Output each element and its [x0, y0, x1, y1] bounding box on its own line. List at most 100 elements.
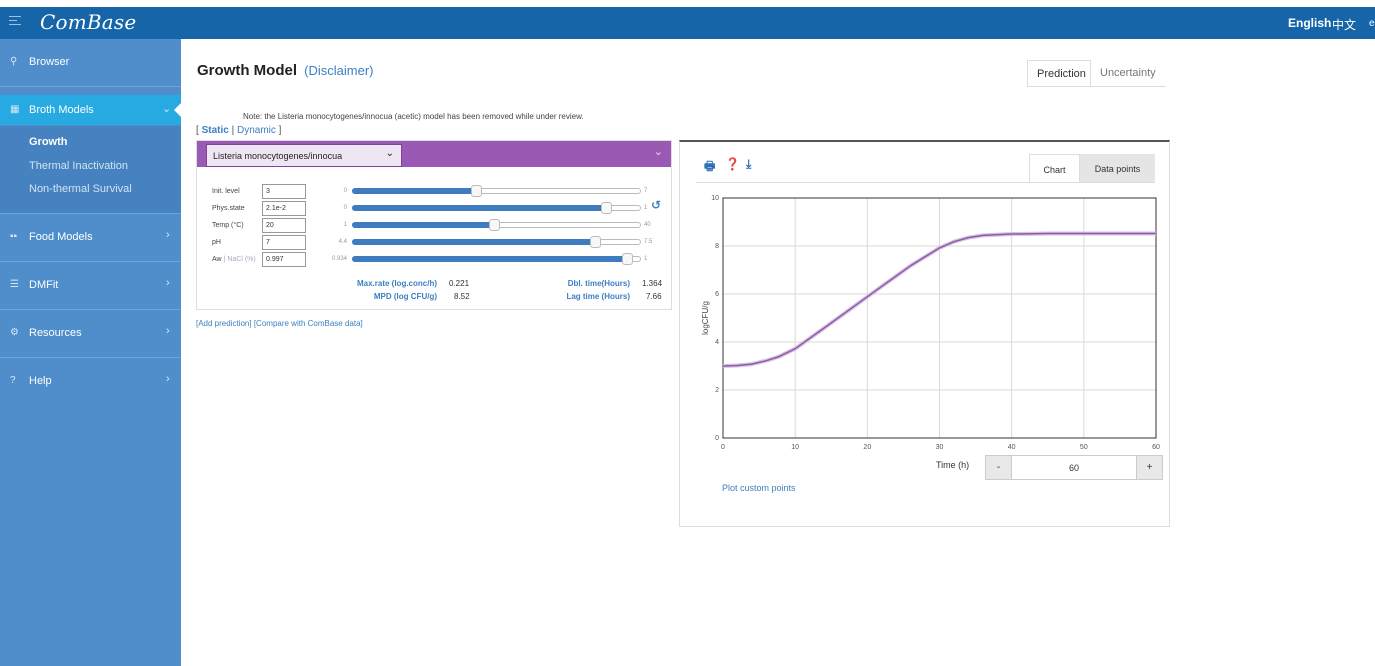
grid-icon: ▦ — [10, 104, 20, 115]
param-label-aw: Aw | NaCl (%) — [212, 256, 256, 263]
mpd-value: 8.52 — [454, 292, 470, 301]
disclaimer-link[interactable]: (Disclaimer) — [304, 63, 374, 78]
sidebar-item-food-models[interactable]: ▪▪ Food Models › — [0, 214, 181, 260]
organism-select[interactable]: Listeria monocytogenes/innocua ⌄ — [206, 144, 402, 167]
max-rate-label: Max.rate (log.conc/h) — [356, 279, 437, 288]
organism-select-value: Listeria monocytogenes/innocua — [213, 151, 343, 161]
model-panel-header: Listeria monocytogenes/innocua ⌄ ⌄ — [197, 141, 671, 167]
param-slider-aw[interactable] — [352, 253, 641, 265]
page-title-text: Growth Model — [197, 62, 297, 79]
sidebar-item-dmfit[interactable]: ☰ DMFit › — [0, 262, 181, 308]
tab-uncertainty[interactable]: Uncertainty — [1100, 67, 1156, 79]
param-input-ph[interactable]: 7 — [262, 235, 306, 250]
main-content: Growth Model (Disclaimer) Prediction Unc… — [181, 39, 1375, 666]
sidebar-item-label: Help — [29, 375, 52, 387]
print-icon[interactable]: 🖶 — [704, 159, 716, 173]
active-notch — [174, 102, 182, 118]
sidebar-item-broth-models[interactable]: ▦ Broth Models ⌄ — [0, 95, 182, 125]
lang-english[interactable]: English — [1288, 16, 1332, 30]
slider-handle[interactable] — [489, 219, 500, 231]
param-label-temp-c: Temp (°C) — [212, 222, 244, 229]
lang-other[interactable]: e — [1369, 18, 1375, 29]
sidebar-item-label: Resources — [29, 327, 82, 339]
param-input-temp-c[interactable]: 20 — [262, 218, 306, 233]
bracket-close: ] — [278, 125, 282, 136]
lang-chinese[interactable]: 中文 — [1332, 18, 1357, 32]
chevron-right-icon: › — [166, 277, 170, 289]
slider-handle[interactable] — [601, 202, 612, 214]
add-prediction-link[interactable]: [Add prediction] — [196, 319, 252, 328]
param-min-aw: 0.934 — [331, 256, 347, 262]
blocks-icon: ▪▪ — [10, 231, 18, 242]
slider-handle[interactable] — [471, 185, 482, 197]
sidebar-item-resources[interactable]: ⚙ Resources › — [0, 310, 181, 356]
tab-underline — [1027, 86, 1166, 87]
gears-icon: ⚙ — [10, 327, 19, 338]
prediction-links: [Add prediction] [Compare with ComBase d… — [196, 319, 363, 328]
param-slider-phys-state[interactable] — [352, 202, 641, 214]
y-tick-label: 2 — [715, 387, 719, 394]
param-min-temp-c: 1 — [343, 222, 347, 228]
divider — [0, 261, 181, 262]
reset-icon[interactable]: ↺ — [651, 198, 662, 212]
slider-fill — [352, 256, 627, 262]
chevron-right-icon: › — [166, 373, 170, 385]
sidebar: ⚲ Browser ▦ Broth Models ⌄ Growth Therma… — [0, 39, 182, 666]
param-label-init-level: Init. level — [212, 188, 240, 195]
param-label-text: Aw — [212, 256, 222, 263]
max-rate-value: 0.221 — [449, 279, 470, 288]
submenu-item-growth[interactable]: Growth — [29, 136, 68, 148]
tab-prediction[interactable]: Prediction — [1027, 60, 1091, 87]
sidebar-item-help[interactable]: ? Help › — [0, 358, 181, 404]
y-axis-label: logCFU/g — [701, 301, 710, 335]
tab-chart[interactable]: Chart — [1029, 154, 1080, 183]
help-icon[interactable]: ❓ — [725, 157, 740, 171]
x-tick-label: 60 — [1152, 444, 1160, 451]
list-icon: ☰ — [10, 279, 19, 290]
review-note: Note: the Listeria monocytogenes/innocua… — [243, 112, 584, 121]
param-input-init-level[interactable]: 3 — [262, 184, 306, 199]
param-input-phys-state[interactable]: 2.1e-2 — [262, 201, 306, 216]
submenu-item-non-thermal-survival[interactable]: Non-thermal Survival — [29, 183, 132, 195]
param-max-ph: 7.5 — [644, 239, 653, 245]
slider-fill — [352, 222, 494, 228]
compare-combase-link[interactable]: [Compare with ComBase data] — [253, 319, 363, 328]
mode-static[interactable]: Static — [201, 125, 229, 136]
chevron-down-icon: ⌄ — [162, 103, 172, 115]
param-label-nacl[interactable]: NaCl (%) — [227, 256, 256, 263]
lag-time-label: Lag time (Hours) — [566, 292, 630, 301]
divider — [0, 86, 181, 87]
chevron-right-icon: › — [166, 229, 170, 241]
download-icon[interactable]: ⤓ — [746, 157, 752, 171]
menu-icon[interactable] — [9, 16, 21, 30]
time-input[interactable]: 60 — [1068, 463, 1079, 473]
divider — [0, 357, 181, 358]
param-slider-init-level[interactable] — [352, 185, 641, 197]
lag-time-value: 7.66 — [646, 292, 662, 301]
param-label-sep: | — [223, 256, 226, 263]
slider-handle[interactable] — [622, 253, 633, 265]
time-increment-button[interactable]: + — [1136, 456, 1162, 479]
plot-frame — [722, 197, 1157, 439]
sidebar-item-label: Food Models — [29, 231, 93, 243]
sidebar-item-browser[interactable]: ⚲ Browser — [0, 39, 181, 85]
param-input-aw[interactable]: 0.997 — [262, 252, 306, 267]
slider-handle[interactable] — [590, 236, 601, 248]
chart-panel: 🖶 ❓ ⤓ Chart Data points 0 10 20 30 40 50 60 0 2 4… — [679, 140, 1170, 527]
x-tick-label: 50 — [1080, 444, 1088, 451]
param-slider-temp-c[interactable] — [352, 219, 641, 231]
collapse-chevron-icon[interactable]: ⌄ — [653, 146, 663, 158]
model-panel: Listeria monocytogenes/innocua ⌄ ⌄ Init.… — [196, 140, 672, 310]
time-decrement-button[interactable]: - — [986, 456, 1012, 479]
mode-dynamic[interactable]: Dynamic — [236, 125, 276, 136]
bracket-open: [ — [196, 125, 199, 136]
param-min-init-level: 0 — [343, 188, 347, 194]
x-tick-label: 10 — [791, 444, 799, 451]
logo[interactable]: ComBase — [40, 10, 137, 34]
param-slider-ph[interactable] — [352, 236, 641, 248]
tab-data-points[interactable]: Data points — [1080, 154, 1155, 183]
plot-custom-points-link[interactable]: Plot custom points — [722, 483, 796, 493]
x-tick-label: 0 — [721, 444, 725, 451]
submenu-item-thermal-inactivation[interactable]: Thermal Inactivation — [29, 160, 129, 172]
mpd-label: MPD (log CFU/g) — [373, 292, 437, 301]
